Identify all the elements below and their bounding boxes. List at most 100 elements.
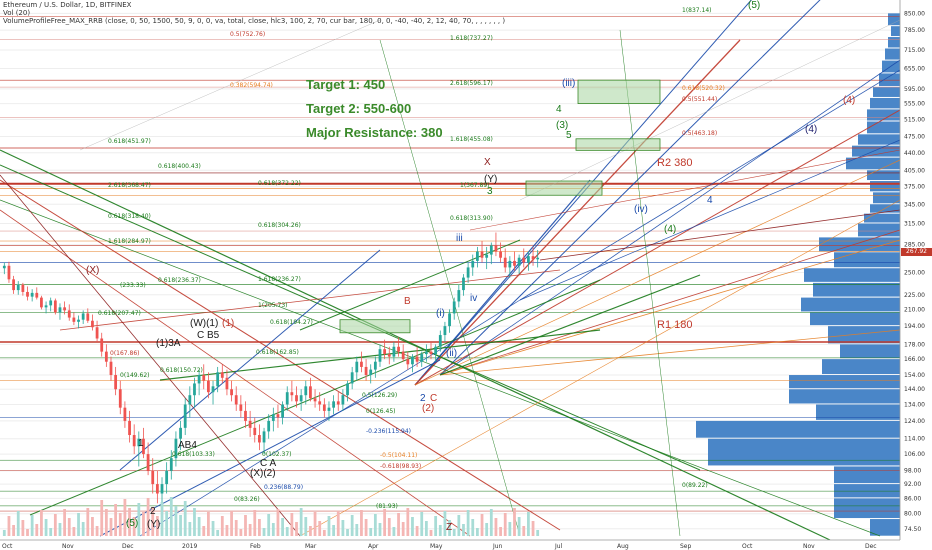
candle-body: [142, 438, 145, 455]
candle-body: [378, 349, 382, 362]
candle-body: [174, 438, 178, 459]
trend-line: [414, 39, 741, 386]
price-tick-label: 345.00: [904, 201, 925, 208]
volume-bar: [378, 523, 382, 536]
time-tick-label: Jun: [492, 543, 503, 550]
time-tick-label: Jul: [554, 543, 563, 550]
volume-bar: [438, 525, 442, 536]
volume-profile-bar: [834, 484, 900, 498]
candle-body: [155, 484, 159, 494]
volume-bar: [118, 513, 122, 536]
volume-profile-bar: [873, 87, 900, 97]
volume-profile-bar: [846, 157, 900, 170]
last-price-tag: 267.92: [901, 248, 932, 256]
candle-body: [262, 431, 266, 443]
fib-level-label: 0.5(126.29): [362, 392, 398, 399]
volume-bar: [21, 520, 25, 536]
trend-line: [119, 249, 381, 471]
volume-profile-bar: [696, 420, 900, 438]
candle-body: [67, 310, 71, 318]
volume-bar: [174, 506, 178, 536]
time-axis[interactable]: Oct Nov Dec 2019 Feb Mar Apr May Jun Jul Aug Sep Oct…: [0, 539, 932, 550]
candle-body: [16, 284, 20, 291]
trend-line: [439, 274, 701, 376]
candle-body: [485, 254, 489, 258]
fib-level-label: 0.5(463.18): [682, 130, 718, 137]
candle-body: [197, 375, 201, 384]
volume-profile-indicator-label: VolumeProfileFree_MAX_RRB (close, 0, 50,…: [3, 17, 506, 25]
fib-level-label: 0.618(313.90): [450, 215, 493, 222]
candle-body: [406, 359, 410, 365]
candle-body: [443, 326, 447, 336]
fib-level-label: 1.618(737.27): [450, 35, 493, 42]
volume-bar: [327, 516, 331, 536]
candle-body: [373, 361, 377, 370]
candle-body: [475, 251, 479, 261]
volume-profile-bar: [810, 312, 900, 326]
price-tick-label: 850.00: [904, 10, 925, 17]
trend-line: [469, 149, 901, 231]
price-tick-label: 178.00: [904, 341, 925, 348]
price-axis[interactable]: 850.00 785.00 715.00 655.00 595.00 555.00 515.…: [899, 0, 932, 550]
fib-level-label: 0(149.62): [120, 372, 150, 379]
volume-profile-bar: [885, 48, 900, 60]
candle-body: [86, 313, 90, 321]
candle-body: [206, 380, 210, 393]
fib-level-label: -0.5(104.11): [380, 452, 418, 459]
volume-profile-bar: [852, 145, 900, 157]
time-tick-label: May: [430, 543, 443, 550]
candle-body: [63, 307, 67, 311]
volume-bar: [355, 524, 359, 536]
volume-bar: [262, 528, 266, 536]
volume-profile-bar: [708, 438, 900, 466]
volume-bar: [49, 528, 53, 536]
candle-body: [26, 291, 29, 297]
volume-bar: [7, 516, 11, 536]
candle-body: [253, 427, 257, 436]
candle-body: [30, 292, 34, 297]
trend-line: [519, 139, 901, 301]
candle-body: [285, 392, 289, 405]
volume-bar: [369, 528, 373, 536]
candle-body: [132, 435, 136, 447]
volume-profile-bar: [867, 109, 900, 121]
volume-bar: [392, 527, 396, 536]
price-tick-label: 166.00: [904, 356, 925, 363]
candle-body: [169, 458, 173, 471]
candle-body: [128, 420, 131, 436]
price-tick-label: 106.00: [904, 451, 925, 458]
wave-label: (iii): [562, 78, 576, 89]
candle-body: [448, 313, 451, 327]
volume-bar: [225, 525, 229, 536]
candle-body: [53, 300, 57, 313]
candle-body: [513, 260, 516, 266]
fib-level-label: 0.618(150.72): [160, 367, 203, 374]
trend-line: [414, 109, 901, 386]
volume-bar: [531, 521, 535, 536]
volume-bar: [346, 529, 349, 536]
fib-level-label: 0(102.37): [262, 451, 292, 458]
candle-body: [527, 256, 530, 263]
candle-body: [248, 420, 252, 428]
wave-label: (2): [422, 403, 435, 414]
volume-bar: [202, 526, 206, 536]
volume-bar: [100, 500, 104, 536]
candle-body: [179, 427, 182, 439]
price-tick-label: 80.00: [904, 511, 921, 518]
wave-label: (Y): [484, 174, 498, 185]
volume-bar: [290, 513, 294, 536]
volume-bar: [183, 501, 187, 536]
trend-line: [99, 359, 441, 537]
candle-body: [387, 354, 391, 357]
target-1-annotation: Target 1: 450: [306, 77, 386, 92]
r2-label: R2 380: [657, 157, 693, 169]
candle-body: [188, 395, 192, 405]
wave-label: 5: [566, 130, 572, 141]
volume-bar: [193, 508, 196, 536]
price-tick-label: 124.00: [904, 418, 925, 425]
candle-body: [7, 265, 11, 280]
fib-level-label: 0(126.45): [366, 408, 396, 415]
candle-body: [336, 401, 340, 405]
price-tick-label: 194.00: [904, 323, 925, 330]
